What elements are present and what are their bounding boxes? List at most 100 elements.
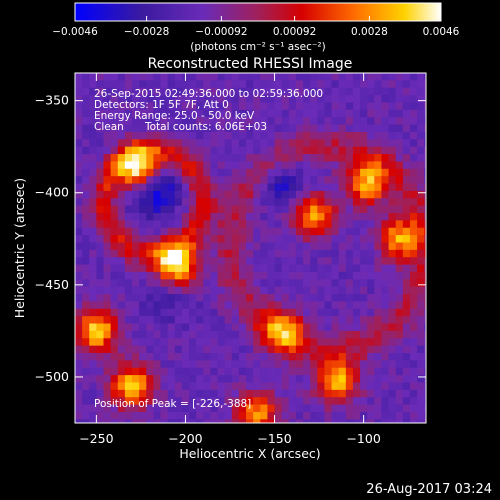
heatmap-cell <box>367 389 375 398</box>
heatmap-cell <box>103 139 112 148</box>
heatmap-cell <box>181 205 190 214</box>
heatmap-cell <box>367 109 375 118</box>
heatmap-cell <box>409 87 418 96</box>
heatmap-cell <box>303 257 311 266</box>
heatmap-cell <box>317 124 325 133</box>
heatmap-cell <box>181 271 190 280</box>
heatmap-cell <box>324 316 333 325</box>
heatmap-cell <box>338 161 347 170</box>
heatmap-cell <box>374 161 382 170</box>
heatmap-cell <box>82 375 90 383</box>
heatmap-cell <box>231 389 240 398</box>
heatmap-cell <box>117 73 126 81</box>
heatmap-cell <box>224 176 233 185</box>
heatmap-cell <box>260 345 268 354</box>
heatmap-cell <box>260 154 268 162</box>
heatmap-cell <box>146 154 154 162</box>
heatmap-cell <box>417 242 425 251</box>
heatmap-cell <box>388 316 397 325</box>
heatmap-cell <box>338 95 347 103</box>
heatmap-cell <box>160 360 169 369</box>
heatmap-cell <box>324 271 333 280</box>
heatmap-cell <box>345 198 354 207</box>
heatmap-cell <box>274 367 283 376</box>
heatmap-cell <box>345 375 354 383</box>
heatmap-cell <box>417 353 425 361</box>
heatmap-cell <box>417 264 425 273</box>
heatmap-cell <box>146 411 154 420</box>
heatmap-cell <box>89 338 97 347</box>
heatmap-cell <box>409 360 418 369</box>
heatmap-cell <box>310 220 318 229</box>
heatmap-cell <box>388 168 397 177</box>
heatmap-cell <box>224 183 233 192</box>
annotation-detectors: Detectors: 1F 5F 7F, Att 0 <box>94 99 229 111</box>
heatmap-cell <box>381 190 390 199</box>
heatmap-cell <box>317 95 325 103</box>
heatmap-cell <box>139 220 147 229</box>
heatmap-cell <box>360 139 368 148</box>
heatmap-cell <box>388 95 397 103</box>
heatmap-cell <box>117 375 126 383</box>
heatmap-cell <box>395 411 404 420</box>
heatmap-cell <box>388 80 397 89</box>
heatmap-cell <box>395 124 404 133</box>
heatmap-cell <box>189 389 197 398</box>
heatmap-cell <box>110 375 119 383</box>
heatmap-cell <box>267 117 276 126</box>
heatmap-cell <box>374 102 382 111</box>
heatmap-cell <box>103 227 112 236</box>
heatmap-cell <box>75 308 83 317</box>
heatmap-cell <box>303 279 311 288</box>
heatmap-cell <box>238 131 247 140</box>
heatmap-cell <box>231 220 240 229</box>
heatmap-cell <box>238 338 247 347</box>
heatmap-cell <box>260 161 268 170</box>
heatmap-cell <box>367 353 375 361</box>
heatmap-cell <box>274 257 283 266</box>
heatmap-cell <box>124 227 133 236</box>
heatmap-cell <box>75 301 83 310</box>
heatmap-cell <box>246 198 254 207</box>
heatmap-cell <box>124 316 133 325</box>
heatmap-cell <box>317 375 325 383</box>
heatmap-cell <box>352 397 361 406</box>
heatmap-cell <box>253 190 261 199</box>
heatmap-cell <box>196 124 204 133</box>
heatmap-cell <box>174 397 183 406</box>
heatmap-cell <box>124 176 133 185</box>
heatmap-cell <box>381 257 390 266</box>
heatmap-cell <box>409 301 418 310</box>
heatmap-cell <box>381 330 390 339</box>
heatmap-cell <box>338 139 347 148</box>
heatmap-cell <box>295 198 304 207</box>
heatmap-cell <box>288 316 297 325</box>
heatmap-cell <box>324 294 333 302</box>
heatmap-cell <box>281 227 290 236</box>
heatmap-cell <box>345 242 354 251</box>
heatmap-cell <box>352 87 361 96</box>
heatmap-cell <box>246 205 254 214</box>
heatmap-cell <box>203 353 211 361</box>
heatmap-cell <box>132 87 140 96</box>
heatmap-cell <box>89 95 97 103</box>
heatmap-cell <box>82 316 90 325</box>
heatmap-cell <box>402 375 411 383</box>
heatmap-cell <box>352 411 361 420</box>
heatmap-cell <box>238 80 247 89</box>
heatmap-cell <box>124 154 133 162</box>
heatmap-cell <box>217 154 226 162</box>
heatmap-cell <box>124 80 133 89</box>
heatmap-cell <box>89 183 97 192</box>
heatmap-cell <box>345 154 354 162</box>
heatmap-cell <box>417 249 425 258</box>
heatmap-cell <box>196 271 204 280</box>
heatmap-cell <box>124 411 133 420</box>
heatmap-cell <box>146 389 154 398</box>
heatmap-cell <box>331 109 340 118</box>
heatmap-cell <box>253 411 261 420</box>
heatmap-cell <box>317 411 325 420</box>
heatmap-cell <box>160 227 169 236</box>
heatmap-cell <box>331 124 340 133</box>
heatmap-cell <box>196 257 204 266</box>
